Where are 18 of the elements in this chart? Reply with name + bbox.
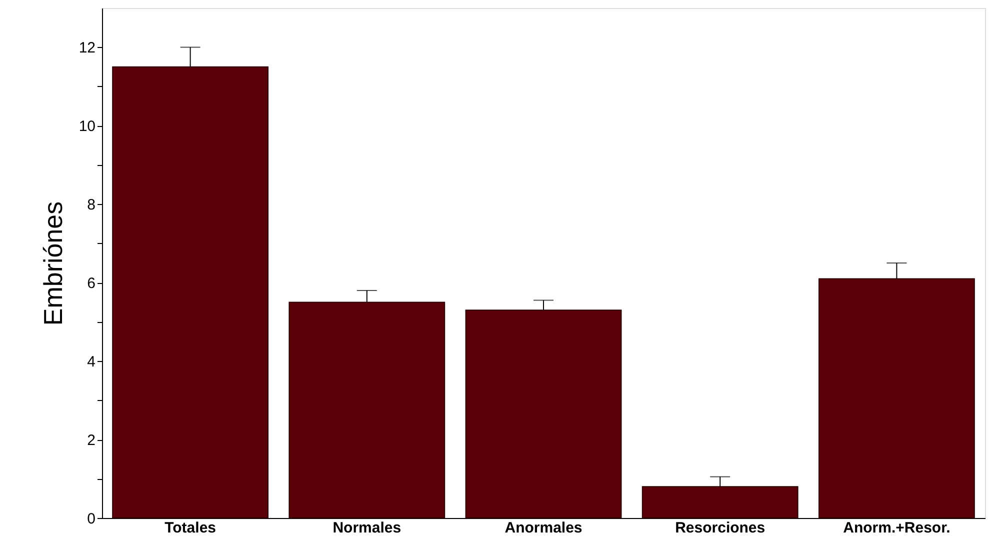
x-tick-label: Anormales	[504, 520, 582, 536]
x-tick-label: Anorm.+Resor.	[843, 520, 950, 536]
x-tick-label: Resorciones	[675, 520, 766, 536]
y-tick-label: 8	[87, 196, 96, 214]
bar	[288, 302, 446, 518]
y-tick-label: 6	[87, 275, 96, 292]
bar	[465, 310, 622, 518]
bar	[818, 278, 975, 518]
bar	[642, 486, 798, 518]
y-axis-title: Embriónes	[38, 201, 68, 326]
x-tick-label: Normales	[332, 520, 402, 536]
x-tick-label: Totales	[164, 520, 216, 536]
y-tick-label: 0	[87, 510, 96, 528]
y-tick-label: 10	[78, 118, 96, 136]
y-tick-label: 12	[78, 40, 96, 57]
y-tick-label: 2	[87, 432, 96, 450]
bar	[112, 66, 269, 518]
y-tick-label: 4	[87, 354, 96, 371]
